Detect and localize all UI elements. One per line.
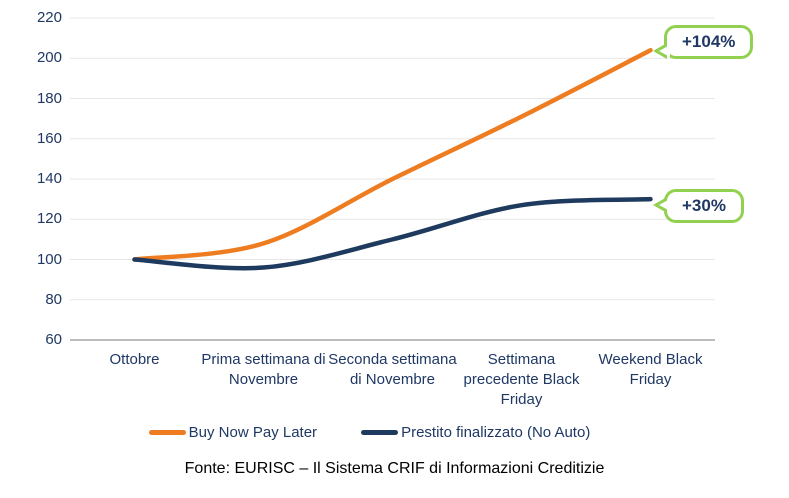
legend-item-prestito-finalizzato: Prestito finalizzato (No Auto)	[361, 424, 590, 441]
chart-legend: Buy Now Pay Later Prestito finalizzato (N…	[0, 424, 789, 441]
line-chart-plot	[70, 17, 715, 341]
x-axis-label: Seconda settimana di Novembre	[328, 351, 457, 388]
series-line-buy-now-pay-later	[132, 47, 653, 262]
legend-label: Prestito finalizzato (No Auto)	[401, 424, 591, 441]
x-axis-label: Weekend Black Friday	[598, 351, 703, 388]
y-axis-label: 160	[36, 129, 62, 147]
x-axis-label: Ottobre	[109, 351, 160, 368]
legend-item-buy-now-pay-later: Buy Now Pay Later	[148, 424, 318, 441]
y-axis-label: 80	[45, 290, 62, 308]
callout-bnpl-growth: +104%	[652, 25, 754, 59]
legend-swatch	[361, 430, 399, 435]
source-note: Fonte: EURISC – Il Sistema CRIF di Infor…	[184, 460, 605, 477]
y-axis-label: 180	[36, 89, 62, 107]
callout-loan-growth: +30%	[653, 189, 744, 223]
y-axis-label: 140	[36, 170, 62, 187]
x-axis-label: Prima settimana di Novembre	[201, 351, 326, 388]
legend-label: Buy Now Pay Later	[188, 424, 318, 441]
series-line-prestito-finalizzato	[132, 196, 653, 271]
y-axis-label: 100	[36, 250, 62, 268]
y-axis-label: 120	[36, 210, 62, 228]
y-axis-label: 220	[36, 9, 62, 26]
legend-swatch	[148, 430, 186, 435]
y-axis-label: 60	[45, 331, 62, 348]
y-axis-label: 200	[36, 49, 62, 67]
x-axis-label: Settimana precedente Black Friday	[463, 351, 580, 408]
